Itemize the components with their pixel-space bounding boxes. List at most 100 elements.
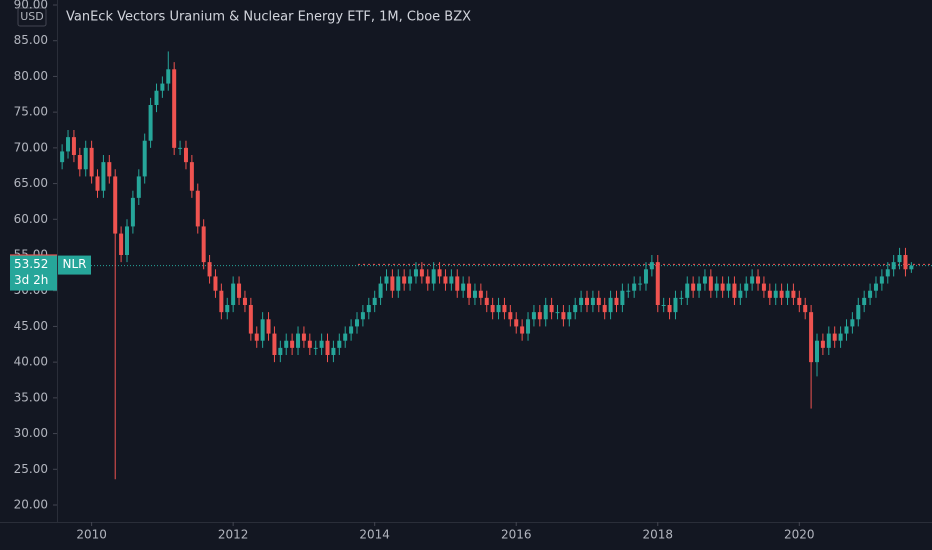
candle-body (526, 319, 531, 334)
candle-body (201, 226, 206, 263)
candle-body (767, 290, 772, 298)
candle-body (272, 333, 277, 355)
y-tick-label: 65.00 (14, 176, 48, 190)
candle-body (555, 312, 560, 314)
candle-body (366, 305, 371, 313)
candle-body (809, 312, 814, 363)
candle-body (319, 340, 324, 348)
candle-body (815, 340, 819, 363)
candle-body (113, 176, 118, 234)
candle-body (472, 290, 477, 298)
symbol: NLR (63, 257, 87, 271)
candle-body (260, 319, 265, 341)
x-tick-label: 2014 (359, 528, 390, 542)
candle-body (183, 147, 188, 163)
candle-body (378, 283, 383, 298)
candle-body (213, 276, 218, 291)
candle-body (360, 312, 365, 320)
candle-body (732, 283, 737, 298)
candle-body (355, 319, 359, 327)
candle-body (785, 290, 790, 298)
candle-body (531, 312, 536, 320)
y-tick-label: 45.00 (14, 319, 48, 333)
candle-body (419, 269, 424, 277)
candle-body (797, 297, 802, 305)
candle-body (337, 340, 342, 348)
candle-body (885, 269, 890, 277)
last-price-label: 53.52 (14, 257, 48, 271)
candle-body (225, 305, 230, 313)
candle-body (83, 147, 88, 170)
candle-body (396, 276, 401, 291)
candle-body (455, 276, 460, 291)
candle-body (756, 276, 761, 284)
candle-body (160, 83, 165, 91)
candle-body (296, 333, 301, 348)
candle-body (325, 340, 330, 355)
candle-body (602, 305, 607, 313)
candle-body (679, 297, 684, 299)
chart-title: VanEck Vectors Uranium & Nuclear Energy … (66, 10, 471, 25)
x-tick-label: 2012 (218, 528, 249, 542)
candle-body (708, 276, 713, 291)
candle-body (307, 340, 312, 348)
y-tick-label: 30.00 (14, 426, 48, 440)
candle-body (66, 137, 71, 152)
candle-body (585, 297, 589, 305)
candle-body (484, 297, 489, 305)
candle-body (107, 162, 112, 177)
candle-body (720, 283, 725, 291)
candle-body (254, 333, 259, 341)
candle-body (761, 283, 766, 291)
candle-body (891, 262, 896, 270)
candle-body (101, 162, 106, 191)
countdown: 3d 2h (14, 273, 48, 287)
candle-body (95, 176, 100, 191)
candle-body (384, 276, 389, 284)
candle-body (301, 333, 306, 341)
candle-body (284, 340, 289, 348)
candle-body (573, 305, 578, 313)
candle-body (868, 290, 873, 298)
candle-body (791, 290, 796, 298)
candle-body (467, 283, 472, 298)
candle-body (744, 283, 749, 291)
candle-body (60, 151, 65, 163)
candle-body (620, 290, 625, 305)
candle-body (71, 137, 76, 155)
candle-body (643, 269, 648, 284)
candle-body (850, 319, 855, 327)
candle-body (655, 262, 660, 305)
candle-body (189, 162, 194, 191)
y-tick-label: 70.00 (14, 140, 48, 154)
symbol-box (58, 255, 91, 275)
candle-body (579, 297, 584, 305)
candle-body (520, 326, 525, 334)
candle-body (714, 283, 719, 291)
x-tick-label: 2020 (784, 528, 815, 542)
candle-body (266, 319, 271, 334)
candle-body (614, 297, 619, 305)
candle-body (667, 305, 672, 313)
candle-body (408, 276, 413, 284)
candle-body (89, 147, 94, 177)
candle-body (290, 340, 295, 348)
candle-body (372, 297, 377, 305)
candle-body (608, 297, 613, 313)
candle-body (125, 226, 129, 255)
candle-body (844, 326, 849, 334)
candle-body (856, 305, 861, 320)
candle-body (443, 276, 448, 284)
candle-body (437, 269, 442, 277)
candle-body (119, 233, 124, 255)
candle-body (897, 255, 902, 263)
candle-body (142, 140, 147, 177)
candle-body (425, 276, 430, 284)
candle-body (820, 340, 825, 348)
candle-body (508, 312, 513, 320)
candle-body (402, 276, 407, 284)
candle-body (178, 147, 183, 149)
candle-body (702, 276, 707, 284)
